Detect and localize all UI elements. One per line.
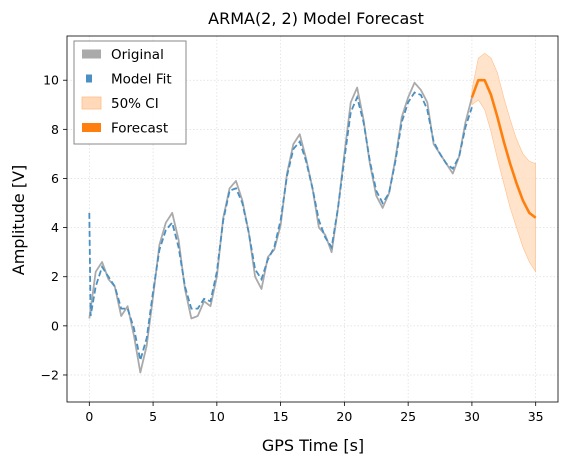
x-axis-label: GPS Time [s]: [262, 436, 364, 455]
forecast-line: [470, 78, 537, 219]
grid: [67, 36, 558, 402]
chart-title: ARMA(2, 2) Model Forecast: [208, 9, 424, 28]
x-tick-label: 15: [273, 409, 289, 424]
model-fit-line: [88, 91, 473, 361]
x-tick-label: 30: [464, 409, 480, 424]
y-axis-label: Amplitude [V]: [9, 165, 28, 276]
y-tick-label: 10: [43, 73, 59, 88]
ci-band: [471, 52, 536, 273]
legend-label: Model Fit: [111, 72, 172, 88]
x-tick-label: 10: [209, 409, 225, 424]
confidence-band-layer: [471, 52, 536, 273]
series-layer: [88, 78, 537, 374]
legend-swatch-forecast: [82, 123, 101, 132]
legend-swatch-original: [82, 49, 101, 59]
y-tick-label: 0: [51, 318, 59, 333]
tick-layer: 0 5 10 15 20 25 30 35 −2 0 2 4 6 8 10: [41, 73, 544, 424]
legend-label: Forecast: [111, 121, 168, 137]
x-tick-label: 0: [85, 409, 93, 424]
y-tick-label: 6: [51, 171, 59, 186]
y-tick-label: 2: [51, 269, 59, 284]
plot-frame: [66, 35, 559, 403]
x-tick-label: 5: [149, 409, 157, 424]
legend-swatch-model-fit: [86, 74, 92, 83]
x-tick-label: 25: [400, 409, 416, 424]
x-tick-label: 35: [528, 409, 544, 424]
x-tick-label: 20: [336, 409, 352, 424]
legend-label: Original: [111, 47, 164, 63]
legend: Original Model Fit 50% CI Forecast: [73, 40, 187, 145]
y-tick-label: 8: [51, 122, 59, 137]
y-tick-label: −2: [41, 367, 59, 382]
legend-swatch-ci: [81, 96, 102, 110]
legend-label: 50% CI: [111, 96, 159, 112]
y-tick-label: 4: [51, 220, 59, 235]
